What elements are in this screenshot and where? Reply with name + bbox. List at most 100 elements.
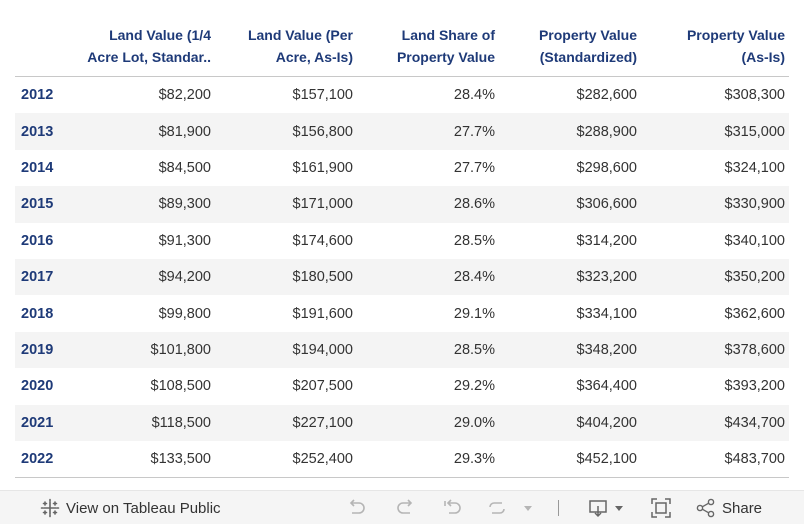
table-cell[interactable]: $171,000 xyxy=(215,186,357,223)
table-cell[interactable]: $452,100 xyxy=(499,440,641,479)
table-cell[interactable]: $315,000 xyxy=(641,113,789,150)
row-year-label[interactable]: 2016 xyxy=(21,232,54,249)
table-cell[interactable]: $306,600 xyxy=(499,186,641,223)
table-cell[interactable]: $118,500 xyxy=(73,404,215,441)
table-cell[interactable]: $227,100 xyxy=(215,404,357,441)
table-cell[interactable]: 28.4% xyxy=(453,87,495,104)
table-cell[interactable]: $157,100 xyxy=(292,87,353,104)
refresh-icon xyxy=(486,498,508,518)
table-cell[interactable]: $89,300 xyxy=(73,186,215,223)
table-cell[interactable]: $156,800 xyxy=(215,113,357,150)
table-row: 2020 $108,500 $207,500 29.2% $364,400 $393,20… xyxy=(15,368,789,404)
table-cell[interactable]: $483,700 xyxy=(641,440,789,479)
table-cell[interactable]: $348,200 xyxy=(499,331,641,369)
table-cell[interactable]: $393,200 xyxy=(724,378,785,395)
table-cell[interactable]: $101,800 xyxy=(73,331,215,369)
table-cell[interactable]: $324,100 xyxy=(724,159,785,176)
table-cell[interactable]: $108,500 xyxy=(150,378,211,395)
table-cell[interactable]: 29.3% xyxy=(357,440,499,479)
toolbar-separator xyxy=(558,500,559,516)
tableau-toolbar: View on Tableau Public xyxy=(0,490,804,524)
table-row: 2014 $84,500 $161,900 27.7% $298,600 $324,100 xyxy=(15,150,789,186)
header-row: Land Value (1/4 Acre Lot, Standar.. Land… xyxy=(15,16,789,77)
table-cell[interactable]: $207,500 xyxy=(292,378,353,395)
redo-button[interactable] xyxy=(394,491,416,525)
table-cell[interactable]: $298,600 xyxy=(576,159,637,176)
table-cell[interactable]: $174,600 xyxy=(292,232,353,249)
row-year-label[interactable]: 2022 xyxy=(15,440,73,479)
table-cell[interactable]: $81,900 xyxy=(73,113,215,150)
header-property-value-as-is[interactable]: Property Value (As-Is) xyxy=(641,16,789,77)
header-land-value-per-acre[interactable]: Land Value (Per Acre, As-Is) xyxy=(215,16,357,77)
redo-icon xyxy=(394,498,416,518)
table-cell[interactable]: $252,400 xyxy=(215,440,357,479)
table-cell[interactable]: 29.0% xyxy=(357,404,499,441)
table-cell[interactable]: 27.7% xyxy=(453,159,495,176)
row-year-label[interactable]: 2021 xyxy=(15,404,73,441)
row-year-label[interactable]: 2012 xyxy=(21,87,54,104)
table-cell[interactable]: $350,200 xyxy=(641,258,789,296)
table-cell[interactable]: $434,700 xyxy=(641,404,789,441)
table-row: 2012 $82,200 $157,100 28.4% $282,600 $308,300 xyxy=(15,77,789,114)
row-year-label[interactable]: 2018 xyxy=(21,305,54,322)
table-cell[interactable]: $94,200 xyxy=(73,258,215,296)
table-cell[interactable]: $364,400 xyxy=(576,378,637,395)
table-row: 2015 $89,300 $171,000 28.6% $306,600 $330,900 xyxy=(15,186,789,223)
header-year xyxy=(15,16,73,77)
share-button[interactable]: Share xyxy=(696,491,762,525)
table-row: 2018 $99,800 $191,600 29.1% $334,100 $362,600 xyxy=(15,295,789,331)
table-cell[interactable]: $282,600 xyxy=(576,87,637,104)
table-cell[interactable]: $180,500 xyxy=(215,258,357,296)
table-row: 2016 $91,300 $174,600 28.5% $314,200 $340,100 xyxy=(15,223,789,259)
table-row: 2022 $133,500 $252,400 29.3% $452,100 $483,70… xyxy=(15,440,789,479)
table-cell[interactable]: $314,200 xyxy=(576,232,637,249)
table-cell[interactable]: $288,900 xyxy=(499,113,641,150)
table-cell[interactable]: $194,000 xyxy=(215,331,357,369)
fullscreen-icon xyxy=(650,497,672,519)
tableau-logo-icon xyxy=(40,498,60,518)
table-cell[interactable]: 28.6% xyxy=(357,186,499,223)
revert-button[interactable] xyxy=(442,491,464,525)
header-land-share[interactable]: Land Share of Property Value xyxy=(357,16,499,77)
table-cell[interactable]: $340,100 xyxy=(724,232,785,249)
table-cell[interactable]: $362,600 xyxy=(724,305,785,322)
fullscreen-button[interactable] xyxy=(650,491,672,525)
row-year-label[interactable]: 2015 xyxy=(15,186,73,223)
row-year-label[interactable]: 2019 xyxy=(15,331,73,369)
table-row: 2019 $101,800 $194,000 28.5% $348,200 $378,60… xyxy=(15,331,789,369)
table-cell[interactable]: $191,600 xyxy=(292,305,353,322)
table-cell[interactable]: $161,900 xyxy=(292,159,353,176)
table-cell[interactable]: $323,200 xyxy=(499,258,641,296)
table-cell[interactable]: 27.7% xyxy=(357,113,499,150)
view-on-tableau-public-link[interactable]: View on Tableau Public xyxy=(40,491,221,525)
table-cell[interactable]: $84,500 xyxy=(158,159,211,176)
row-year-label[interactable]: 2013 xyxy=(15,113,73,150)
table-cell[interactable]: $378,600 xyxy=(641,331,789,369)
undo-button[interactable] xyxy=(346,491,368,525)
table-cell[interactable]: 29.1% xyxy=(453,305,495,322)
table-row: 2013 $81,900 $156,800 27.7% $288,900 $315,000 xyxy=(15,113,789,150)
table-cell[interactable]: $330,900 xyxy=(641,186,789,223)
refresh-button[interactable] xyxy=(486,491,508,525)
header-land-value-quarter-acre[interactable]: Land Value (1/4 Acre Lot, Standar.. xyxy=(73,16,215,77)
table-cell[interactable]: 28.4% xyxy=(357,258,499,296)
table-cell[interactable]: 28.5% xyxy=(453,232,495,249)
tableau-viz: Land Value (1/4 Acre Lot, Standar.. Land… xyxy=(15,16,789,479)
table-cell[interactable]: $133,500 xyxy=(73,440,215,479)
row-year-label[interactable]: 2020 xyxy=(21,378,54,395)
table-cell[interactable]: 29.2% xyxy=(453,378,495,395)
undo-icon xyxy=(346,498,368,518)
table-cell[interactable]: $404,200 xyxy=(499,404,641,441)
table-cell[interactable]: 28.5% xyxy=(357,331,499,369)
table-cell[interactable]: $91,300 xyxy=(158,232,211,249)
header-property-value-standardized[interactable]: Property Value (Standardized) xyxy=(499,16,641,77)
row-year-label[interactable]: 2014 xyxy=(21,159,54,176)
pause-dropdown-icon xyxy=(522,498,534,518)
table-cell[interactable]: $308,300 xyxy=(724,87,785,104)
table-cell[interactable]: $82,200 xyxy=(158,87,211,104)
download-button[interactable] xyxy=(588,491,626,525)
row-year-label[interactable]: 2017 xyxy=(15,258,73,296)
pause-dropdown-button[interactable] xyxy=(522,491,534,525)
table-cell[interactable]: $334,100 xyxy=(576,305,637,322)
table-cell[interactable]: $99,800 xyxy=(158,305,211,322)
